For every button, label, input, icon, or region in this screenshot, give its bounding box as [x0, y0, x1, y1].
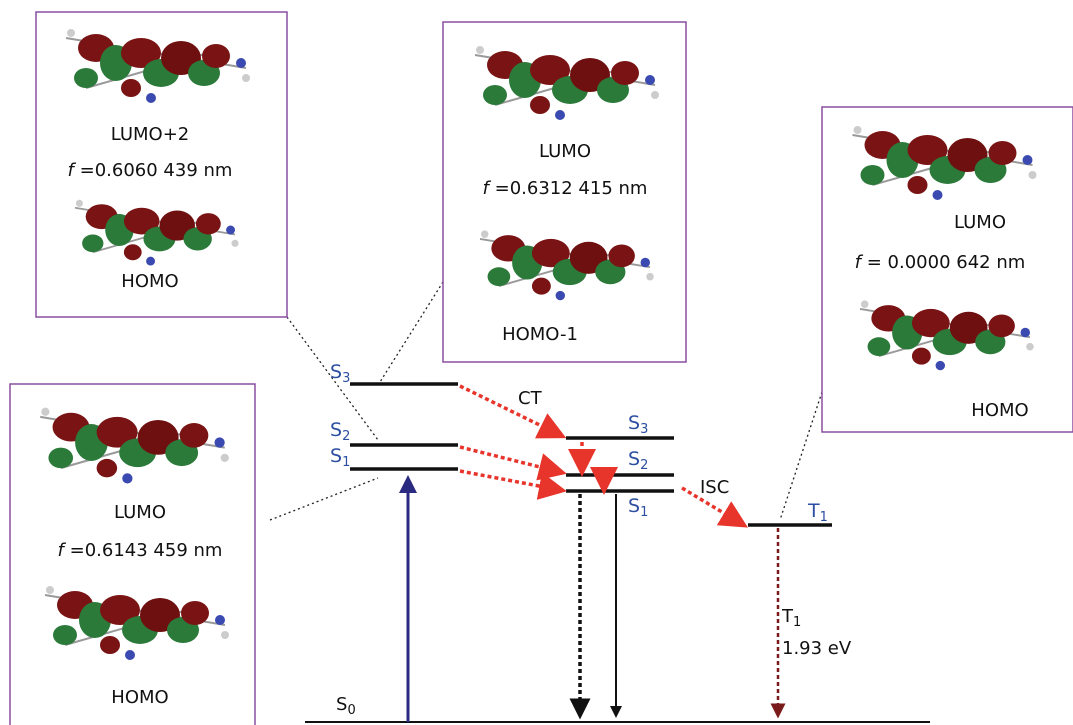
state-label: S2: [628, 448, 648, 473]
orbital-label: HOMO: [111, 687, 168, 708]
text-part: T: [807, 500, 820, 522]
state-label: S0: [336, 694, 356, 718]
text-part: S: [628, 448, 640, 470]
leader: [270, 478, 378, 520]
transition: f =0.6143 459 nm: [58, 540, 223, 561]
orbital-label: LUMO: [954, 212, 1006, 233]
diagram: LUMO+2 f =0.6060 439 nm HOMO LUMO f =0.6…: [0, 0, 1073, 725]
isc-label: ISC: [700, 477, 729, 498]
text-part: f: [855, 252, 864, 273]
text-part: 415 nm: [578, 178, 647, 199]
state-label: S3: [628, 412, 648, 437]
text-part: S: [330, 361, 342, 383]
text-part: 1: [793, 615, 801, 630]
state-label: S3: [330, 361, 350, 386]
orbital-label: LUMO: [114, 502, 166, 523]
text-part: =0.6312: [495, 178, 573, 199]
ct-arrow: [460, 471, 560, 490]
ct-arrow: [460, 447, 560, 472]
text-part: =0.6060: [80, 160, 158, 181]
text-part: =0.6143: [70, 540, 148, 561]
text-part: f: [68, 160, 77, 181]
orbital-label: HOMO: [971, 400, 1028, 421]
text-part: S: [336, 694, 347, 715]
text-part: = 0.0000: [867, 252, 951, 273]
state-label: S1: [628, 495, 648, 520]
transition: f = 0.0000 642 nm: [855, 252, 1026, 273]
orbital-label: HOMO: [121, 271, 178, 292]
transition: f =0.6312 415 nm: [483, 178, 648, 199]
orbital-label: LUMO+2: [111, 124, 190, 145]
text-part: 1: [820, 510, 828, 525]
text-part: 1: [342, 455, 350, 470]
text-part: 2: [342, 429, 350, 444]
ct-label: CT: [518, 388, 543, 409]
text-part: S: [628, 412, 640, 434]
text-part: 2: [640, 458, 648, 473]
text-part: f: [483, 178, 492, 199]
state-label: S1: [330, 445, 350, 470]
text-part: S: [628, 495, 640, 517]
text-part: 3: [640, 422, 648, 437]
text-part: 1: [640, 505, 648, 520]
orbital-label: HOMO-1: [502, 324, 578, 345]
leader: [380, 282, 443, 382]
emission-state: T1: [781, 606, 801, 630]
ct-arrow: [460, 386, 560, 435]
text-part: S: [330, 419, 342, 441]
text-part: 0: [347, 703, 355, 718]
state-label: T1: [807, 500, 828, 525]
emission-energy: 1.93 eV: [782, 638, 852, 659]
text-part: 439 nm: [163, 160, 232, 181]
state-label: S2: [330, 419, 350, 444]
text-part: S: [330, 445, 342, 467]
text-part: 459 nm: [153, 540, 222, 561]
text-part: 3: [342, 371, 350, 386]
text-part: 642 nm: [956, 252, 1025, 273]
text-part: f: [58, 540, 67, 561]
transition: f =0.6060 439 nm: [68, 160, 233, 181]
orbital-label: LUMO: [539, 141, 591, 162]
